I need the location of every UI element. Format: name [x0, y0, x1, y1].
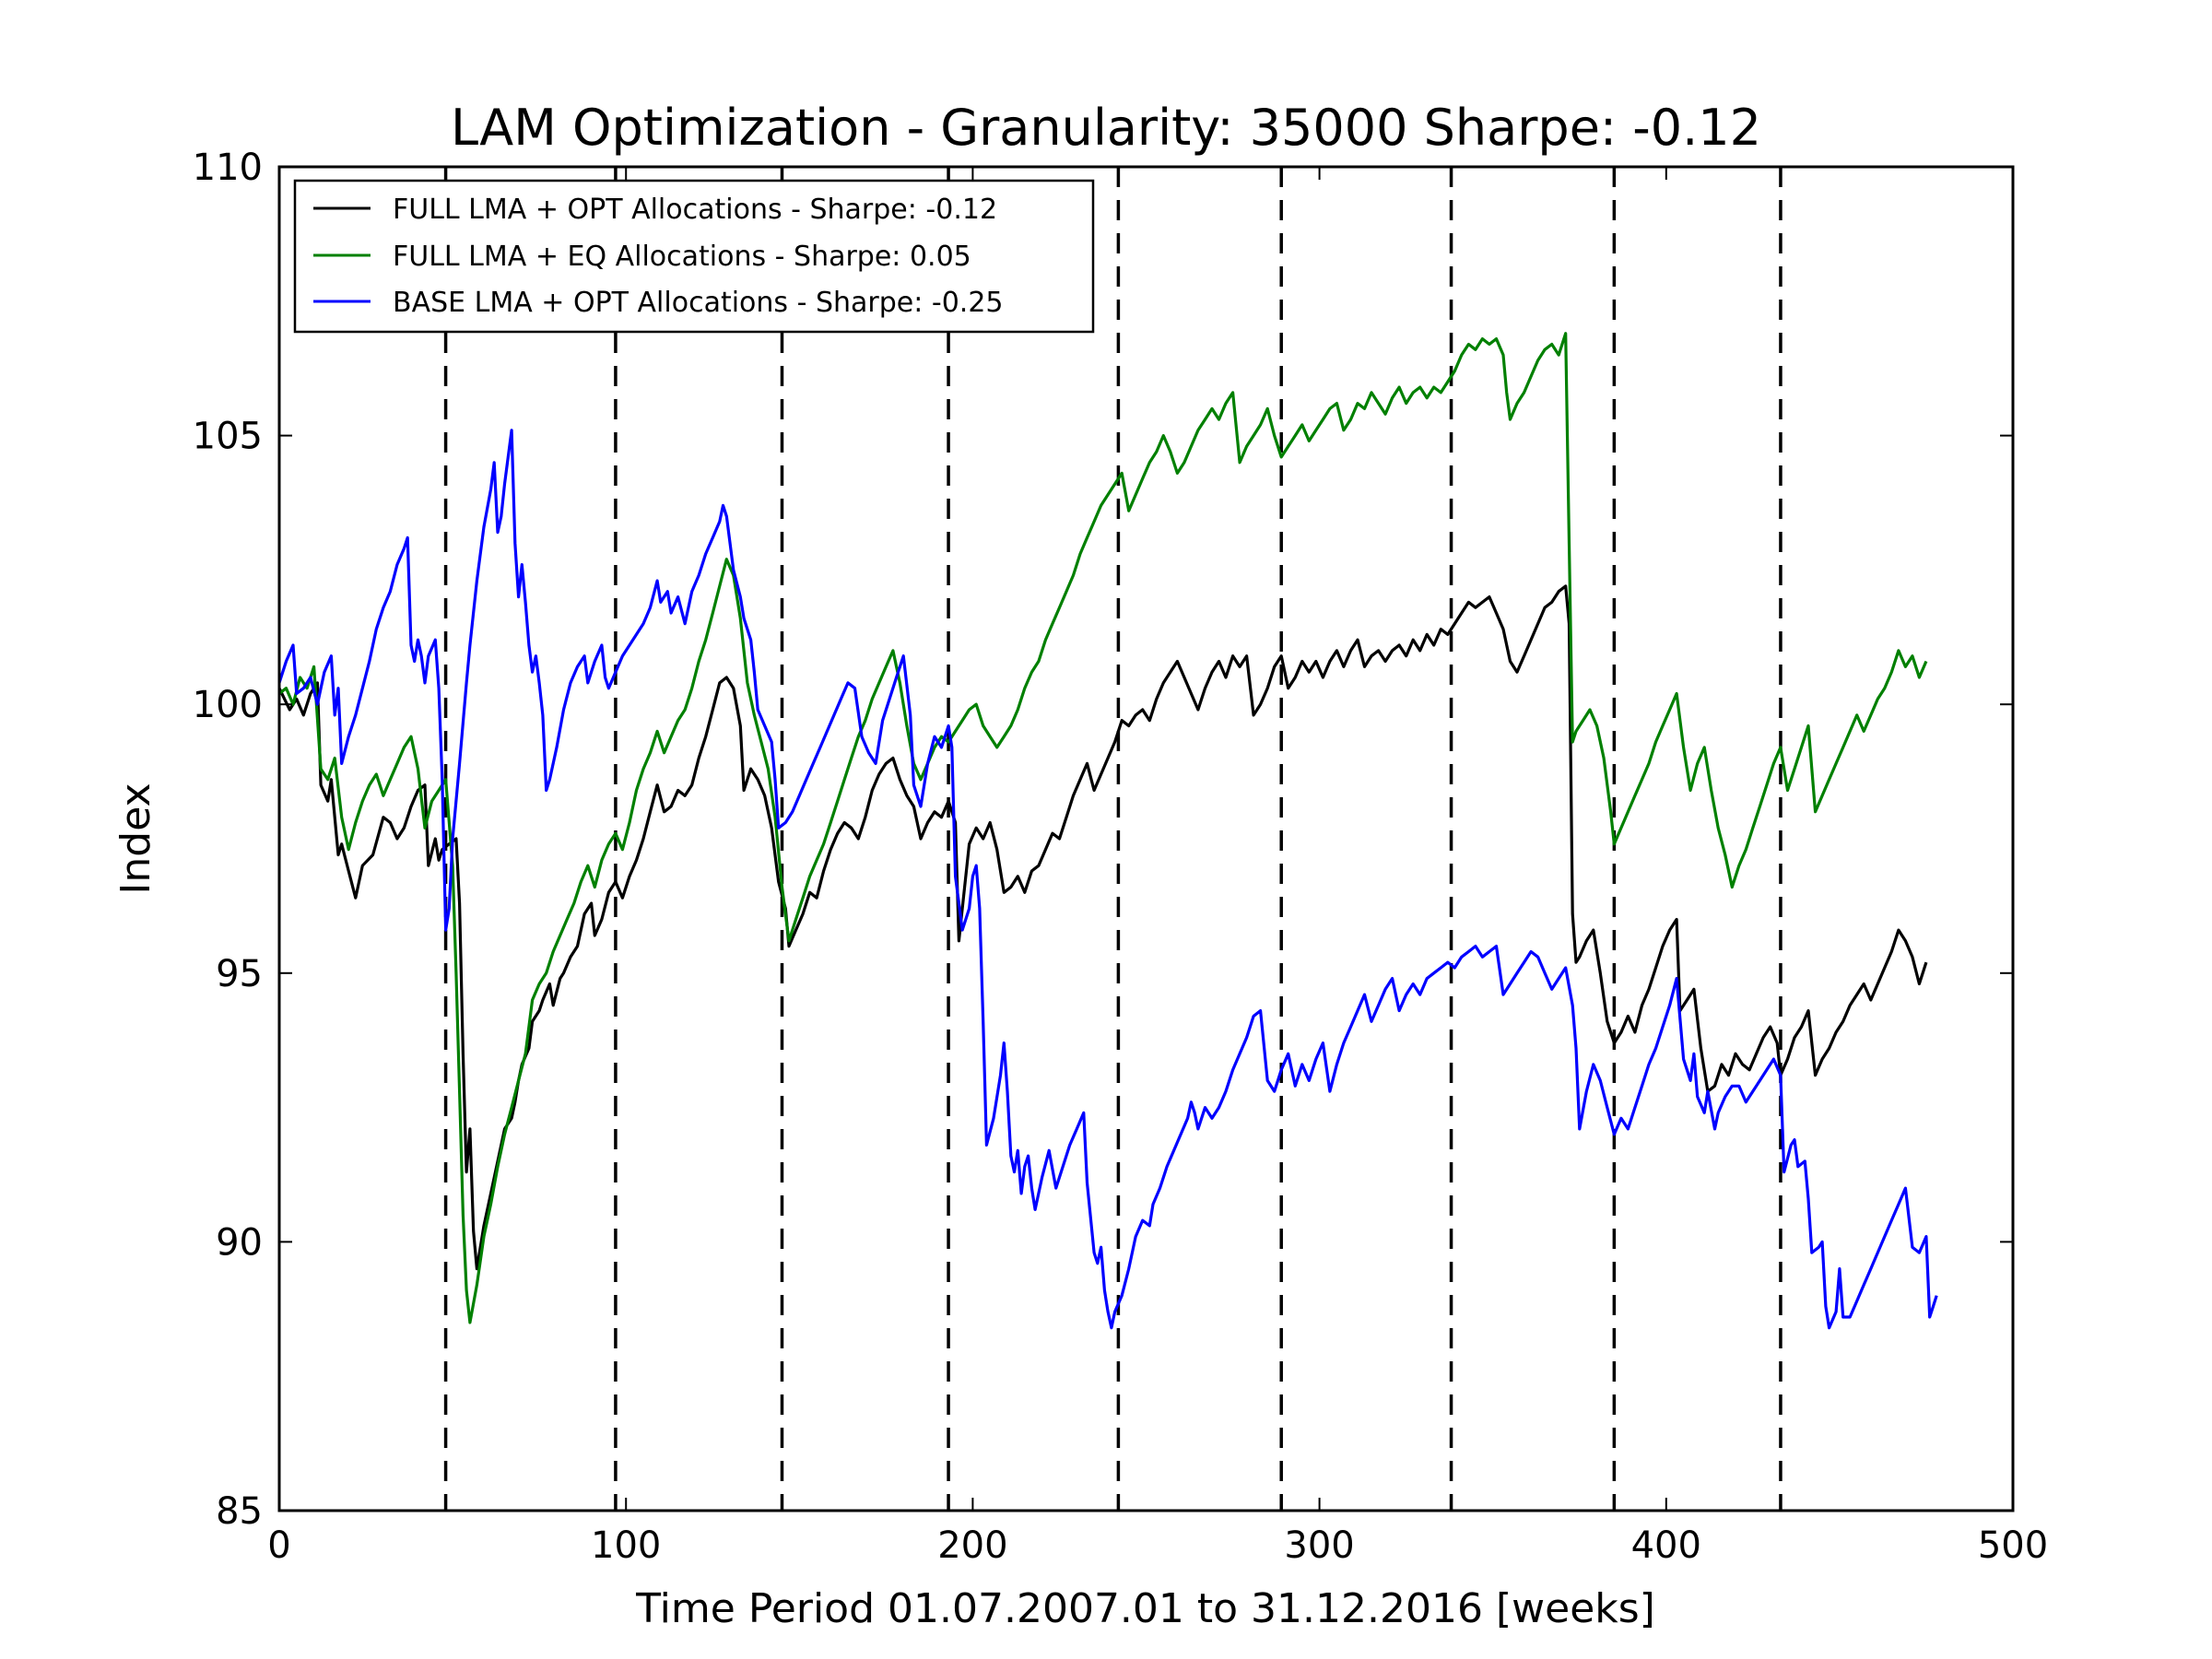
legend-label: BASE LMA + OPT Allocations - Sharpe: -0.… — [393, 287, 1004, 319]
series-lines — [277, 332, 1938, 1330]
series-line-2 — [278, 332, 1928, 1324]
legend: FULL LMA + OPT Allocations - Sharpe: -0.… — [293, 179, 1095, 334]
y-tick-label: 100 — [193, 684, 263, 726]
legend-label: FULL LMA + EQ Allocations - Sharpe: 0.05 — [393, 241, 971, 273]
y-tick-label: 90 — [216, 1221, 263, 1264]
series-line-1 — [277, 584, 1928, 1271]
legend-item: FULL LMA + OPT Allocations - Sharpe: -0.… — [313, 194, 997, 226]
x-tick-label: 0 — [267, 1524, 290, 1567]
x-tick-label: 100 — [591, 1524, 661, 1567]
legend-item: FULL LMA + EQ Allocations - Sharpe: 0.05 — [313, 241, 971, 273]
x-axis-ticks: 0 100 200 300 400 500 — [267, 167, 2048, 1567]
x-axis-label: Time Period 01.07.2007.01 to 31.12.2016 … — [635, 1585, 1655, 1632]
y-tick-label: 95 — [216, 953, 263, 995]
x-tick-label: 300 — [1284, 1524, 1354, 1567]
y-tick-label: 110 — [193, 147, 263, 189]
x-tick-label: 200 — [937, 1524, 1007, 1567]
series-line-3 — [277, 429, 1938, 1330]
legend-label: FULL LMA + OPT Allocations - Sharpe: -0.… — [393, 194, 997, 226]
y-axis-ticks: 85 90 95 100 105 110 — [193, 147, 2013, 1533]
x-tick-label: 400 — [1631, 1524, 1701, 1567]
y-tick-label: 105 — [193, 416, 263, 458]
legend-item: BASE LMA + OPT Allocations - Sharpe: -0.… — [313, 287, 1004, 319]
legend-box — [293, 179, 1095, 334]
y-tick-label: 85 — [216, 1490, 263, 1533]
plot-frame — [277, 165, 2015, 1512]
chart-title: LAM Optimization - Granularity: 35000 Sh… — [451, 99, 1761, 157]
y-axis-label: Index — [112, 782, 159, 894]
x-tick-label: 500 — [1978, 1524, 2048, 1567]
